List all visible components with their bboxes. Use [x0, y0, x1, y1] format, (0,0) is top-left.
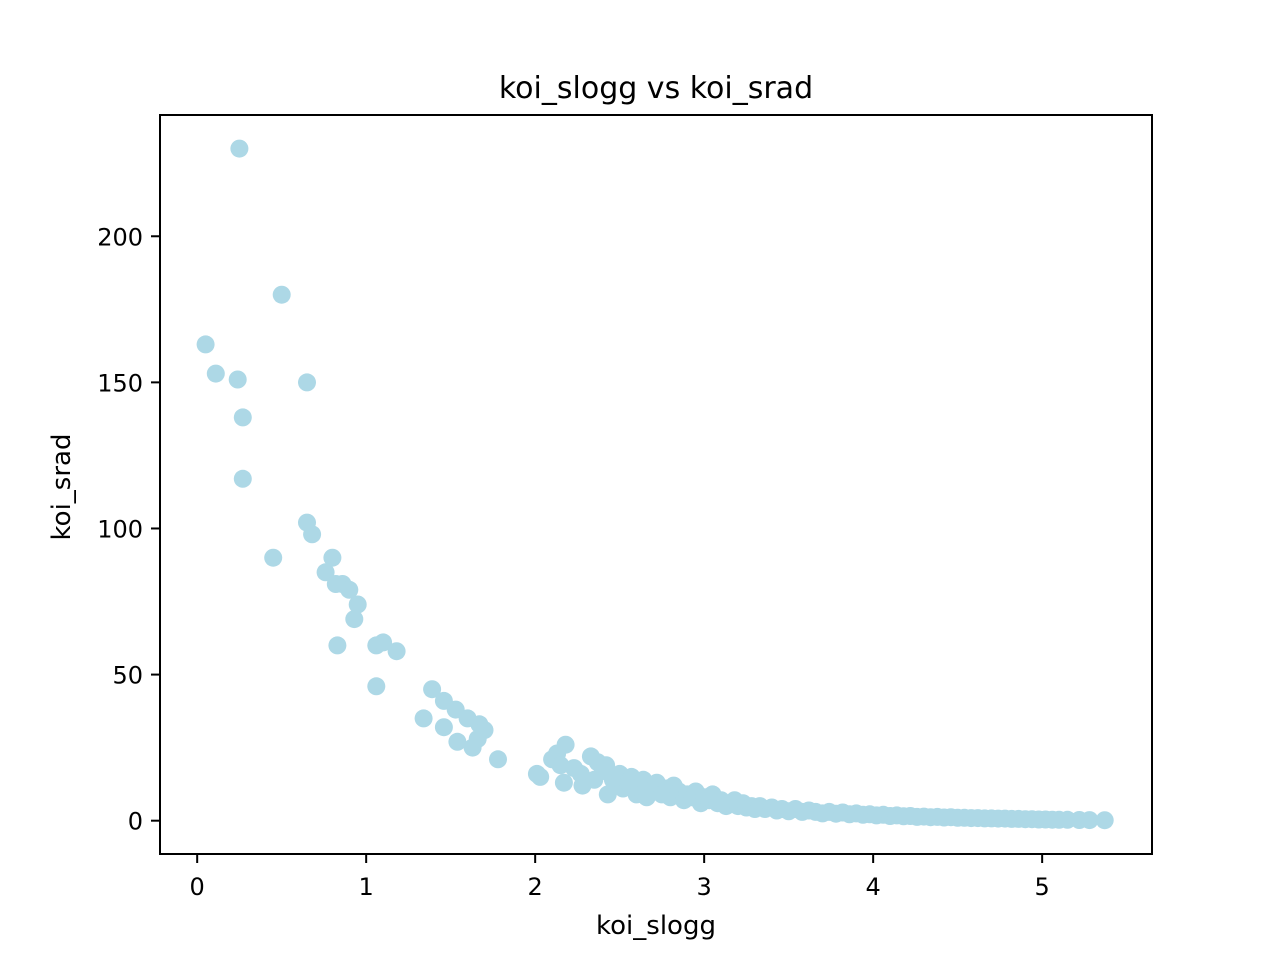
data-point — [531, 767, 550, 786]
x-tick-label: 5 — [1035, 873, 1050, 901]
data-point — [1080, 811, 1099, 830]
plot-marks — [196, 139, 1114, 830]
x-axis-ticks: 0 1 2 3 4 5 — [190, 854, 1050, 901]
x-tick-label: 0 — [190, 873, 205, 901]
y-tick-label: 0 — [128, 808, 143, 836]
x-tick-label: 2 — [528, 873, 543, 901]
plot-frame — [159, 114, 1153, 855]
y-axis-ticks: 0 50 100 150 200 — [97, 223, 160, 836]
data-point — [348, 595, 367, 614]
data-point — [554, 773, 573, 792]
data-point — [316, 563, 335, 582]
data-point — [228, 370, 247, 389]
x-axis-label: koi_slogg — [596, 911, 716, 941]
data-point — [196, 335, 215, 354]
data-point — [233, 408, 252, 427]
data-point — [475, 721, 494, 740]
data-point — [1095, 811, 1114, 830]
y-tick-label: 100 — [97, 515, 143, 543]
data-point — [414, 709, 433, 728]
data-point — [272, 285, 291, 304]
data-point — [374, 633, 393, 652]
data-point — [387, 642, 406, 661]
data-point — [434, 718, 453, 737]
data-point — [556, 735, 575, 754]
x-tick-label: 1 — [359, 873, 374, 901]
data-point — [340, 580, 359, 599]
data-point — [597, 756, 616, 775]
data-point — [206, 364, 225, 383]
data-point — [489, 750, 507, 769]
data-point — [264, 548, 283, 567]
data-point — [230, 139, 249, 158]
data-point — [298, 373, 316, 392]
data-point — [345, 610, 364, 629]
y-tick-label: 50 — [112, 662, 143, 690]
data-point — [233, 469, 252, 488]
y-tick-label: 150 — [97, 369, 143, 397]
data-point — [323, 548, 342, 567]
x-tick-label: 4 — [866, 873, 881, 901]
y-axis-label: koi_srad — [47, 434, 77, 541]
x-tick-label: 3 — [697, 873, 712, 901]
data-point — [328, 636, 347, 655]
data-point — [423, 680, 442, 699]
y-tick-label: 200 — [97, 223, 143, 251]
chart-title: koi_slogg vs koi_srad — [499, 71, 813, 106]
data-point — [551, 756, 570, 775]
data-point — [367, 677, 386, 696]
data-point — [303, 525, 322, 544]
data-point — [448, 732, 467, 751]
